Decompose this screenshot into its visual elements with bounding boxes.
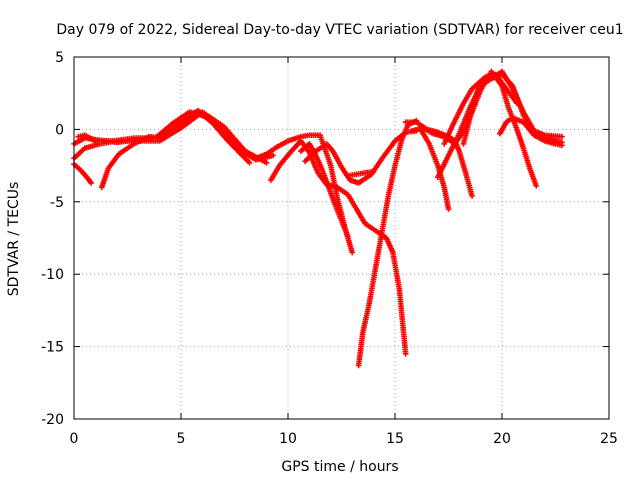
grid-lines (74, 57, 609, 419)
series-track-10 (345, 168, 377, 179)
series-track-5 (75, 109, 253, 159)
series-track-15 (435, 68, 565, 180)
data-point (345, 233, 351, 240)
y-axis-label: SDTVAR / TECUs (6, 182, 22, 297)
y-tick-label: 5 (55, 50, 64, 66)
x-tick-label: 20 (493, 431, 511, 447)
data-point (246, 159, 253, 166)
series-track-18 (497, 115, 565, 149)
data-point (246, 152, 253, 159)
series-track-6 (253, 132, 355, 256)
series-track-17 (441, 71, 520, 147)
data-point (514, 100, 520, 107)
x-tick-label: 15 (386, 431, 404, 447)
series-track-8 (302, 128, 420, 186)
series-track-9 (298, 141, 351, 240)
chart-title: Day 079 of 2022, Sidereal Day-to-day VTE… (56, 22, 623, 38)
series-track-3 (71, 161, 94, 186)
data-points (71, 68, 565, 369)
x-axis-label: GPS time / hours (281, 459, 398, 475)
plot-frame (73, 56, 610, 420)
y-tick-label: -15 (41, 340, 64, 356)
axis-ticks: 0 5 10 15 20 25 5 0 -5 -10 -15 -20 (41, 50, 618, 447)
y-tick-label: -20 (41, 412, 64, 428)
x-tick-label: 5 (177, 431, 186, 447)
data-point (270, 152, 276, 159)
data-point (559, 133, 565, 140)
data-point (349, 249, 355, 256)
series-track-2 (71, 109, 270, 166)
data-point (445, 206, 452, 212)
data-point (370, 168, 377, 175)
data-point (559, 142, 565, 149)
y-tick-label: -5 (50, 195, 64, 211)
data-point (402, 351, 409, 357)
series-track-11 (355, 117, 420, 369)
data-point (469, 193, 475, 199)
x-tick-label: 10 (279, 431, 297, 447)
data-point (88, 180, 94, 186)
y-tick-label: 0 (55, 122, 64, 138)
data-point (263, 159, 270, 166)
y-tick-label: -10 (41, 267, 64, 283)
series-track-7 (268, 138, 409, 357)
x-tick-label: 0 (70, 431, 79, 447)
x-tick-label: 25 (600, 431, 618, 447)
data-point (533, 183, 540, 189)
